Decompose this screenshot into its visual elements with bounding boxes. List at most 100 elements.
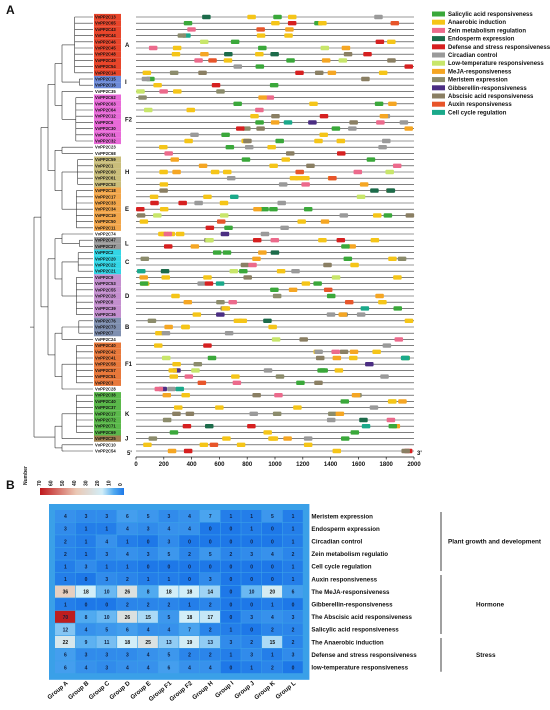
heatmap-cell [220,573,241,585]
legend-label: Gibberellin-responsiveness [448,86,527,92]
heatmap-value: 1 [292,577,295,583]
gene-label-bg [94,162,121,169]
heatmap-value: 2 [230,552,233,558]
gene-label: VvPP2C44 [95,33,116,38]
cis-element-box [273,14,282,20]
cis-element-box [222,169,232,175]
cis-element-box [326,417,336,423]
gene-label-bg [94,131,121,138]
cis-element-box [278,182,288,187]
heatmap-value: 1 [292,514,295,520]
heatmap-cell [75,610,96,623]
heatmap-cell [75,522,96,535]
cis-element-box [270,287,279,292]
heatmap-cell [137,510,158,522]
heatmap-cell [220,598,241,611]
heatmap-value: 0 [271,577,274,583]
cis-element-box [191,368,200,373]
heatmap-cell [55,573,76,585]
gene-labels: VvPP2C13VvPP2C65VvPP2C43VvPP2C44VvPP2C46… [94,13,121,454]
gene-label: VvPP2C19 [95,213,116,218]
heatmap-cell [75,573,96,585]
gene-label-bg [94,342,121,349]
cis-element-box [233,318,243,323]
heatmap-value: 1 [105,565,108,571]
heatmap-cell [117,585,138,598]
cis-element-box [301,176,310,181]
category-label: Plant growth and development [448,539,542,546]
gene-label: VvPP2C51 [95,374,116,379]
cis-element-box [205,225,215,230]
heatmap-value: 3 [147,527,150,533]
heatmap-value: 3 [167,514,170,520]
cis-element-box [155,331,164,336]
cis-element-box [321,58,331,63]
cis-element-box [335,411,345,416]
heatmap-cell [220,623,241,636]
cis-element-box [277,200,286,206]
scale-tick-label: 40 [72,480,78,486]
heatmap-value: 12 [63,628,69,634]
heatmap-value: 0 [292,665,295,671]
cis-element-box [332,355,342,361]
heatmap-cell [55,598,76,611]
heatmap-value: 0 [105,602,108,608]
cis-element-box [209,442,219,447]
heatmap-value: 0 [85,577,88,583]
gene-label-bg [94,32,121,39]
heatmap-cell [55,610,76,623]
heatmap-value: 6 [167,665,170,671]
heatmap-column-label: Group D [108,680,132,702]
cis-element-box [314,138,323,144]
cis-element-box [147,318,157,323]
heatmap-value: 4 [147,653,150,659]
heatmap-value: 3 [105,665,108,671]
cis-element-box [194,58,203,63]
cis-element-box [181,324,190,330]
heatmap-cell [96,560,117,573]
cis-element-box [190,132,199,137]
cis-element-box [162,417,172,423]
heatmap-cell [75,598,96,611]
gene-label: VvPP2C46 [95,39,116,44]
cis-element-box [306,163,315,168]
gene-label: VvPP2C47 [95,238,116,243]
cis-element-box [153,213,162,218]
gene-label: VvPP2C72 [95,418,116,423]
heatmap-value: 18 [187,615,193,621]
heatmap-column-label: Group C [88,680,112,702]
heatmap-row-label: Auxin responsiveness [311,576,377,583]
heatmap-value: 4 [188,514,191,520]
gene-label-bg [94,26,121,33]
cis-element-box [192,312,202,317]
cis-element-box [339,213,349,218]
legend-label: Zein metabolism regulation [448,28,526,34]
cis-element-box [181,393,190,398]
heatmap-cell [75,585,96,598]
group-label: F2 [125,117,133,123]
heatmap-value: 4 [167,628,170,634]
cis-element-box [379,114,389,119]
cis-element-box [219,213,229,218]
cis-element-box [361,76,370,82]
cis-element-box [378,145,387,150]
cis-element-box [387,39,396,44]
heatmap-value: 3 [105,552,108,558]
heatmap-value: 2 [292,552,295,558]
heatmap-cell [241,598,262,611]
cis-element-box [241,157,251,162]
heatmap-row-label: Zein metabolism regulatio [311,551,388,558]
heatmap-cell [220,610,241,623]
gene-label: VvPP2C33 [95,201,116,206]
x-tick-label: 1800 [380,462,394,468]
cis-element-box [340,436,350,441]
heatmap-cell [262,510,283,522]
gene-label-bg [94,82,121,89]
heatmap-value: 15 [145,615,151,621]
heatmap-value: 5 [105,628,108,634]
heatmap-cell [179,661,200,674]
heatmap-value: 0 [188,539,191,545]
heatmap-value: 4 [105,539,108,545]
cis-element-box [144,107,153,113]
gene-label-bg [94,13,121,21]
